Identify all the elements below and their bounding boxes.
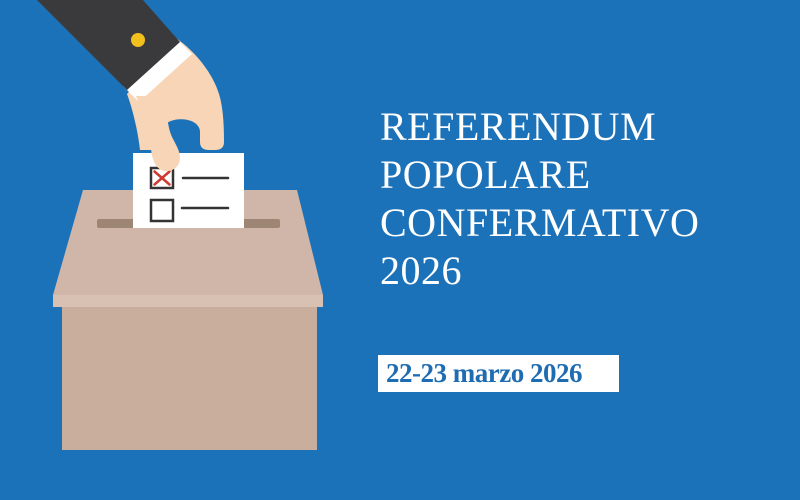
title-line-1: REFERENDUM <box>380 104 657 149</box>
checkbox-empty <box>149 198 175 223</box>
check-x-mark <box>153 170 171 186</box>
suit-sleeve <box>37 0 180 90</box>
ballot-box-lid-edge <box>53 295 323 307</box>
cufflink-icon <box>131 33 145 47</box>
title-line-4: 2026 <box>380 248 462 293</box>
ballot-box-lid <box>53 190 323 295</box>
date-badge-text: 22-23 marzo 2026 <box>386 358 582 388</box>
title-line-3: CONFERMATIVO <box>380 200 700 245</box>
date-badge: 22-23 marzo 2026 <box>378 355 619 392</box>
page-title: REFERENDUM POPOLARE CONFERMATIVO 2026 <box>380 103 699 295</box>
title-line-2: POPOLARE <box>380 152 591 197</box>
shirt-cuff <box>123 38 192 102</box>
thumb <box>136 96 180 172</box>
ballot-box-body <box>62 307 317 450</box>
ballot-paper <box>133 153 244 228</box>
